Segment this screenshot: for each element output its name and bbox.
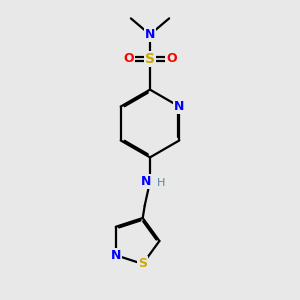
Text: N: N (111, 249, 121, 262)
Text: N: N (145, 28, 155, 41)
Text: O: O (166, 52, 176, 65)
Text: N: N (141, 175, 152, 188)
Text: N: N (174, 100, 184, 113)
Text: O: O (124, 52, 134, 65)
Text: S: S (138, 257, 147, 270)
Text: S: S (145, 52, 155, 66)
Text: H: H (157, 178, 165, 188)
